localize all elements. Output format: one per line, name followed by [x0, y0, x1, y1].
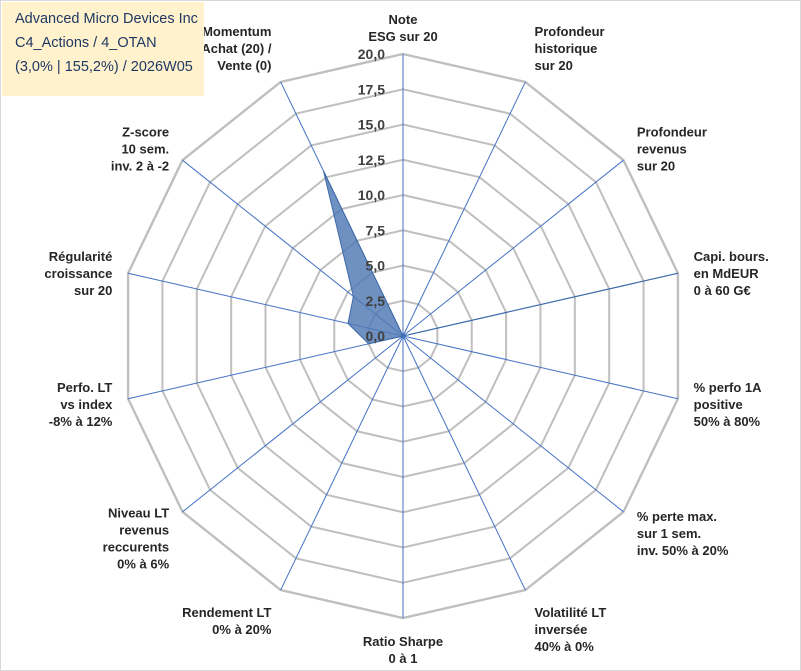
axis-label-4: % perfo 1A positive 50% à 80% — [694, 380, 763, 429]
company-name: Advanced Micro Devices Inc — [15, 11, 198, 27]
axis-label-6: Volatilité LT inversée 40% à 0% — [535, 605, 607, 654]
tick-label-3: 7,5 — [366, 222, 386, 238]
tick-label-2: 5,0 — [366, 258, 386, 274]
radar-axis-labels: Note ESG sur 20 Profondeur historique sur 20… — [44, 12, 768, 666]
spoke-9 — [182, 335, 404, 513]
tick-label-7: 17,5 — [358, 81, 385, 97]
axis-label-5: % perte max. sur 1 sem. inv. 50% à 20% — [637, 509, 729, 558]
axis-label-9: Niveau LT revenus reccurents 0% à 6% — [103, 506, 170, 572]
spoke-6 — [402, 335, 526, 591]
axis-label-13: Momentum Achat (20) / Vente (0) — [201, 24, 271, 73]
axis-label-3: Capi. bours. en MdEUR 0 à 60 G€ — [694, 249, 769, 298]
axis-label-12: Z-score 10 sem. inv. 2 à -2 — [111, 125, 169, 174]
axis-label-0: Note ESG sur 20 — [368, 12, 437, 44]
stats-line: (3,0% | 155,2%) / 2026W05 — [15, 59, 193, 75]
axis-label-2: Profondeur revenus sur 20 — [637, 125, 707, 174]
portfolio-name: C4_Actions / 4_OTAN — [15, 35, 157, 51]
tick-label-5: 12,5 — [358, 152, 385, 168]
tick-label-6: 15,0 — [358, 117, 385, 133]
axis-label-11: Régularité croissance sur 20 — [44, 249, 112, 298]
spoke-8 — [280, 335, 404, 591]
spoke-4 — [402, 335, 679, 400]
tick-label-0: 0,0 — [366, 328, 386, 344]
radar-tick-labels: 0,0 2,5 5,0 7,5 10,0 12,5 15,0 17,5 20,0 — [358, 46, 385, 344]
chart-title-box: Advanced Micro Devices Inc C4_Actions / … — [2, 2, 204, 96]
axis-label-7: Ratio Sharpe 0 à 1 — [363, 634, 443, 666]
radar-series — [322, 170, 679, 345]
spoke-10 — [127, 335, 404, 400]
axis-label-8: Rendement LT 0% à 20% — [182, 605, 272, 637]
tick-label-4: 10,0 — [358, 187, 385, 203]
tick-label-8: 20,0 — [358, 46, 385, 62]
spoke-5 — [402, 335, 624, 513]
spoke-1 — [402, 81, 526, 337]
tick-label-1: 2,5 — [366, 293, 386, 309]
axis-label-10: Perfo. LT vs index -8% à 12% — [49, 380, 113, 429]
spoke-2 — [402, 159, 624, 337]
series-area-0 — [322, 170, 679, 345]
axis-label-1: Profondeur historique sur 20 — [535, 24, 605, 73]
